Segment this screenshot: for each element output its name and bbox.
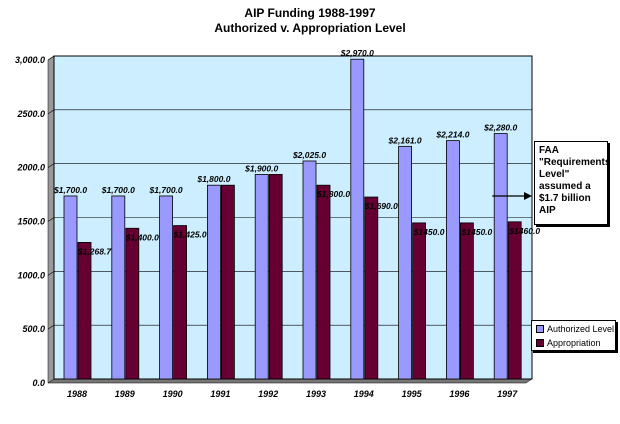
bar-authorized bbox=[398, 145, 413, 380]
data-label-authorized: $1,700.0 bbox=[53, 185, 87, 195]
legend: Authorized Level Appropriation bbox=[531, 320, 616, 351]
legend-item-authorized: Authorized Level bbox=[536, 322, 615, 335]
data-label-appropriation: $1450.0 bbox=[413, 227, 445, 237]
gridline-depth bbox=[47, 163, 55, 168]
bar-authorized bbox=[111, 195, 126, 380]
gridline-depth bbox=[47, 109, 55, 115]
legend-item-appropriation: Appropriation bbox=[536, 336, 615, 349]
x-tick-label: 1997 bbox=[497, 389, 518, 399]
bar-appropriation bbox=[173, 225, 188, 380]
bar-appropriation bbox=[459, 222, 474, 380]
y-tick-label: 3,000.0 bbox=[15, 55, 45, 65]
chart-subtitle: Authorized v. Appropriation Level bbox=[214, 21, 406, 35]
data-label-appropriation: $1,800.0 bbox=[316, 189, 350, 199]
data-label-authorized: $1,700.0 bbox=[149, 185, 183, 195]
gridline-depth bbox=[47, 271, 55, 276]
y-tick-label: 500.0 bbox=[22, 324, 45, 334]
data-label-authorized: $1,700.0 bbox=[101, 185, 135, 195]
x-tick-label: 1994 bbox=[354, 389, 374, 399]
data-label-authorized: $1,800.0 bbox=[196, 174, 230, 184]
gridline-depth bbox=[47, 55, 55, 61]
bar-authorized bbox=[445, 140, 460, 380]
plot-floor bbox=[47, 378, 533, 384]
y-tick-label: 1000.0 bbox=[17, 270, 45, 280]
bar-authorized bbox=[493, 133, 508, 380]
legend-label-authorized: Authorized Level bbox=[547, 323, 615, 334]
y-tick-label: 1500.0 bbox=[17, 217, 45, 227]
legend-swatch-authorized bbox=[536, 324, 544, 333]
data-label-authorized: $2,214.0 bbox=[435, 130, 469, 140]
bar-appropriation bbox=[77, 242, 92, 380]
data-label-authorized: $2,280.0 bbox=[483, 123, 517, 133]
bar-authorized bbox=[63, 195, 78, 380]
bar-appropriation bbox=[125, 227, 140, 380]
x-tick-label: 1988 bbox=[67, 389, 87, 399]
data-label-appropriation: $1450.0 bbox=[461, 227, 493, 237]
gridline-depth bbox=[47, 324, 55, 330]
data-label-authorized: $1,900.0 bbox=[244, 163, 278, 173]
x-tick-label: 1996 bbox=[449, 389, 470, 399]
gridline-depth bbox=[47, 217, 55, 222]
data-label-authorized: $2,161.0 bbox=[388, 135, 422, 145]
x-tick-label: 1995 bbox=[402, 389, 423, 399]
bar-appropriation bbox=[507, 221, 522, 380]
data-label-appropriation: $1,425.0 bbox=[173, 230, 207, 240]
y-tick-label: 2500.0 bbox=[16, 109, 45, 119]
legend-label-appropriation: Appropriation bbox=[547, 337, 601, 348]
y-tick-label: 0.0 bbox=[32, 378, 45, 388]
annotation-box: FAA "Requirements Level" assumed a $1.7 … bbox=[534, 141, 611, 225]
y-tick-label: 2000.0 bbox=[16, 163, 45, 173]
x-tick-label: 1990 bbox=[163, 389, 183, 399]
annotation-arrow-head bbox=[524, 191, 532, 200]
bar-authorized bbox=[350, 58, 365, 380]
annotation-text: FAA "Requirements Level" assumed a $1.7 … bbox=[539, 145, 611, 216]
data-label-appropriation: $1,400.0 bbox=[125, 232, 159, 242]
bar-authorized bbox=[302, 160, 317, 380]
data-label-appropriation: $1,690.0 bbox=[364, 201, 398, 211]
x-tick-label: 1993 bbox=[306, 389, 326, 399]
bar-appropriation bbox=[268, 174, 283, 380]
data-label-authorized: $2,025.0 bbox=[292, 150, 326, 160]
bar-authorized bbox=[254, 174, 269, 380]
bar-appropriation bbox=[412, 222, 427, 380]
data-label-appropriation: $1,268.7 bbox=[77, 246, 112, 256]
legend-swatch-appropriation bbox=[536, 338, 544, 347]
data-label-appropriation: $1460.0 bbox=[508, 226, 540, 236]
bar-appropriation bbox=[316, 184, 331, 380]
bar-appropriation bbox=[220, 184, 235, 380]
bar-authorized bbox=[159, 195, 174, 380]
x-tick-label: 1991 bbox=[210, 389, 230, 399]
bar-authorized bbox=[206, 184, 221, 380]
x-tick-label: 1992 bbox=[258, 389, 278, 399]
data-label-authorized: $2,970.0 bbox=[340, 48, 374, 58]
bar-appropriation bbox=[364, 196, 379, 380]
chart-title: AIP Funding 1988-1997 bbox=[244, 6, 376, 20]
x-tick-label: 1989 bbox=[115, 389, 135, 399]
